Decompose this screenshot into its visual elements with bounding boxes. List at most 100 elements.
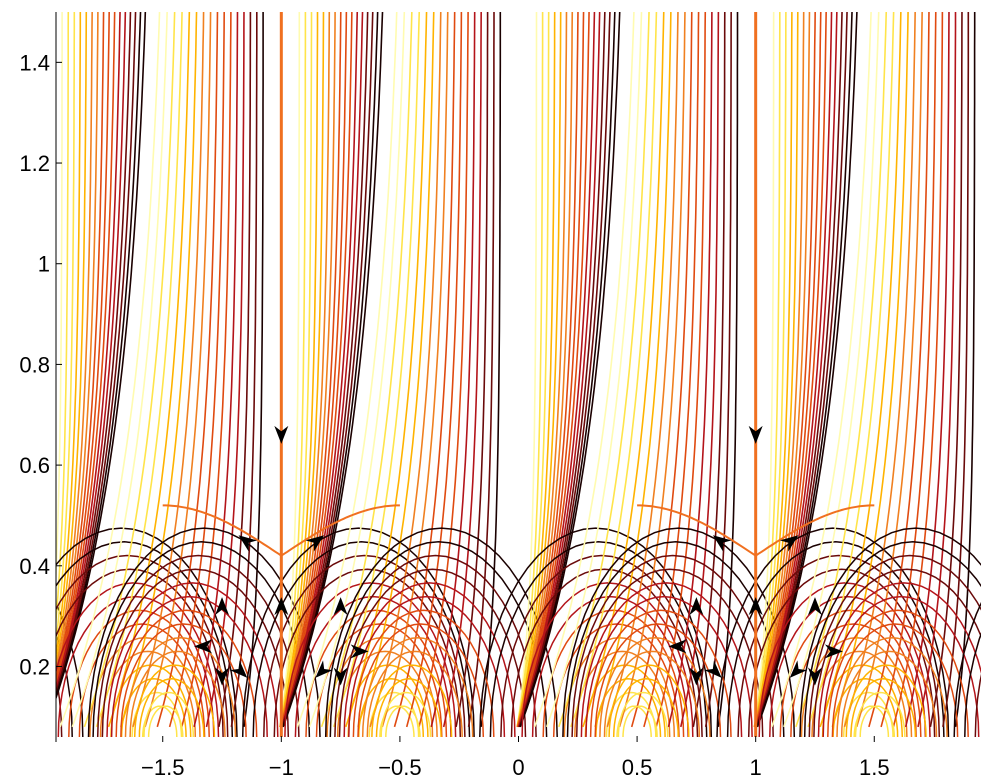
- streamline: [129, 650, 226, 738]
- streamline: [418, 12, 469, 728]
- streamline: [281, 12, 364, 728]
- streamline: [608, 664, 690, 738]
- flow-arrow: [689, 667, 704, 686]
- flow-arrow: [194, 639, 213, 654]
- streamline: [56, 12, 137, 697]
- streamline: [282, 12, 384, 728]
- separatrix-curve: [280, 504, 400, 557]
- streamline: [840, 650, 938, 738]
- streamline: [144, 12, 212, 728]
- streamline: [822, 595, 980, 738]
- streamline: [518, 12, 611, 728]
- streamline: [334, 554, 537, 738]
- flow-arrow: [315, 660, 333, 678]
- streamline: [381, 12, 449, 728]
- streamline: [281, 12, 374, 728]
- streamline: [279, 12, 342, 728]
- streamline: [606, 12, 679, 728]
- flow-arrow: [689, 597, 704, 616]
- streamline: [795, 12, 888, 728]
- streamline: [71, 12, 168, 728]
- streamline: [558, 12, 650, 728]
- streamline: [753, 12, 799, 728]
- streamline: [294, 595, 452, 738]
- streamline: [868, 12, 930, 728]
- streamline: [479, 527, 713, 738]
- streamline: [755, 12, 838, 728]
- streamline: [531, 595, 689, 738]
- streamline: [106, 582, 279, 738]
- flow-arrow: [215, 597, 230, 616]
- streamline: [467, 12, 495, 728]
- streamline: [348, 595, 506, 738]
- streamline: [380, 691, 432, 738]
- streamline: [252, 541, 471, 738]
- streamline: [643, 12, 700, 728]
- streamline: [516, 12, 574, 728]
- streamline: [904, 12, 950, 728]
- separatrix-group: [162, 12, 875, 737]
- streamline: [279, 12, 336, 728]
- streamline: [0, 0, 20, 727]
- streamline: [205, 12, 245, 728]
- streamline: [279, 12, 307, 728]
- streamline: [516, 12, 568, 728]
- streamline: [371, 664, 453, 738]
- streamline: [133, 664, 216, 738]
- streamline: [56, 12, 105, 683]
- streamline: [754, 12, 816, 728]
- streamline: [807, 12, 895, 728]
- flow-arrow: [789, 660, 808, 678]
- streamline: [279, 12, 331, 728]
- flow-arrow: [807, 597, 822, 616]
- y-tick-label: 0.8: [19, 352, 50, 377]
- streamline: [369, 12, 442, 728]
- flow-arrow: [748, 597, 763, 616]
- streamline: [115, 609, 258, 738]
- streamline: [517, 12, 585, 728]
- streamline: [280, 12, 348, 728]
- streamline: [964, 632, 981, 738]
- streamline: [756, 12, 848, 728]
- streamline: [854, 691, 906, 738]
- streamline: [516, 12, 538, 728]
- streamline: [594, 623, 722, 738]
- streamline: [880, 12, 937, 728]
- separatrix-curve: [755, 504, 875, 557]
- streamline: [0, 0, 13, 727]
- streamline: [56, 12, 127, 693]
- streamline: [218, 12, 252, 728]
- streamline: [580, 582, 753, 738]
- flow-arrow: [668, 639, 687, 654]
- streamline: [0, 624, 9, 737]
- streamline: [56, 12, 147, 701]
- flow-arrow: [779, 535, 799, 552]
- streamline: [771, 12, 872, 728]
- streamline: [599, 636, 711, 738]
- streamline: [57, 595, 215, 738]
- streamline: [755, 12, 843, 728]
- flow-arrow: [824, 644, 843, 659]
- streamline: [836, 636, 948, 738]
- streamline: [343, 582, 516, 738]
- streamline: [241, 527, 475, 738]
- streamline: [56, 12, 93, 674]
- streamline: [571, 554, 774, 738]
- streamline: [143, 691, 195, 738]
- streamline: [230, 12, 258, 728]
- streamline: [754, 12, 811, 728]
- streamline: [585, 595, 743, 738]
- streamline: [181, 12, 232, 728]
- streamline: [570, 12, 658, 728]
- separatrix-curve: [637, 504, 757, 557]
- streamline: [296, 12, 398, 728]
- streamline: [753, 12, 781, 728]
- streamline: [442, 12, 482, 728]
- streamline: [630, 12, 693, 728]
- streamline: [516, 12, 544, 728]
- streamline: [803, 541, 981, 738]
- streamline: [845, 664, 927, 738]
- streamline: [489, 541, 708, 738]
- streamline: [917, 12, 957, 728]
